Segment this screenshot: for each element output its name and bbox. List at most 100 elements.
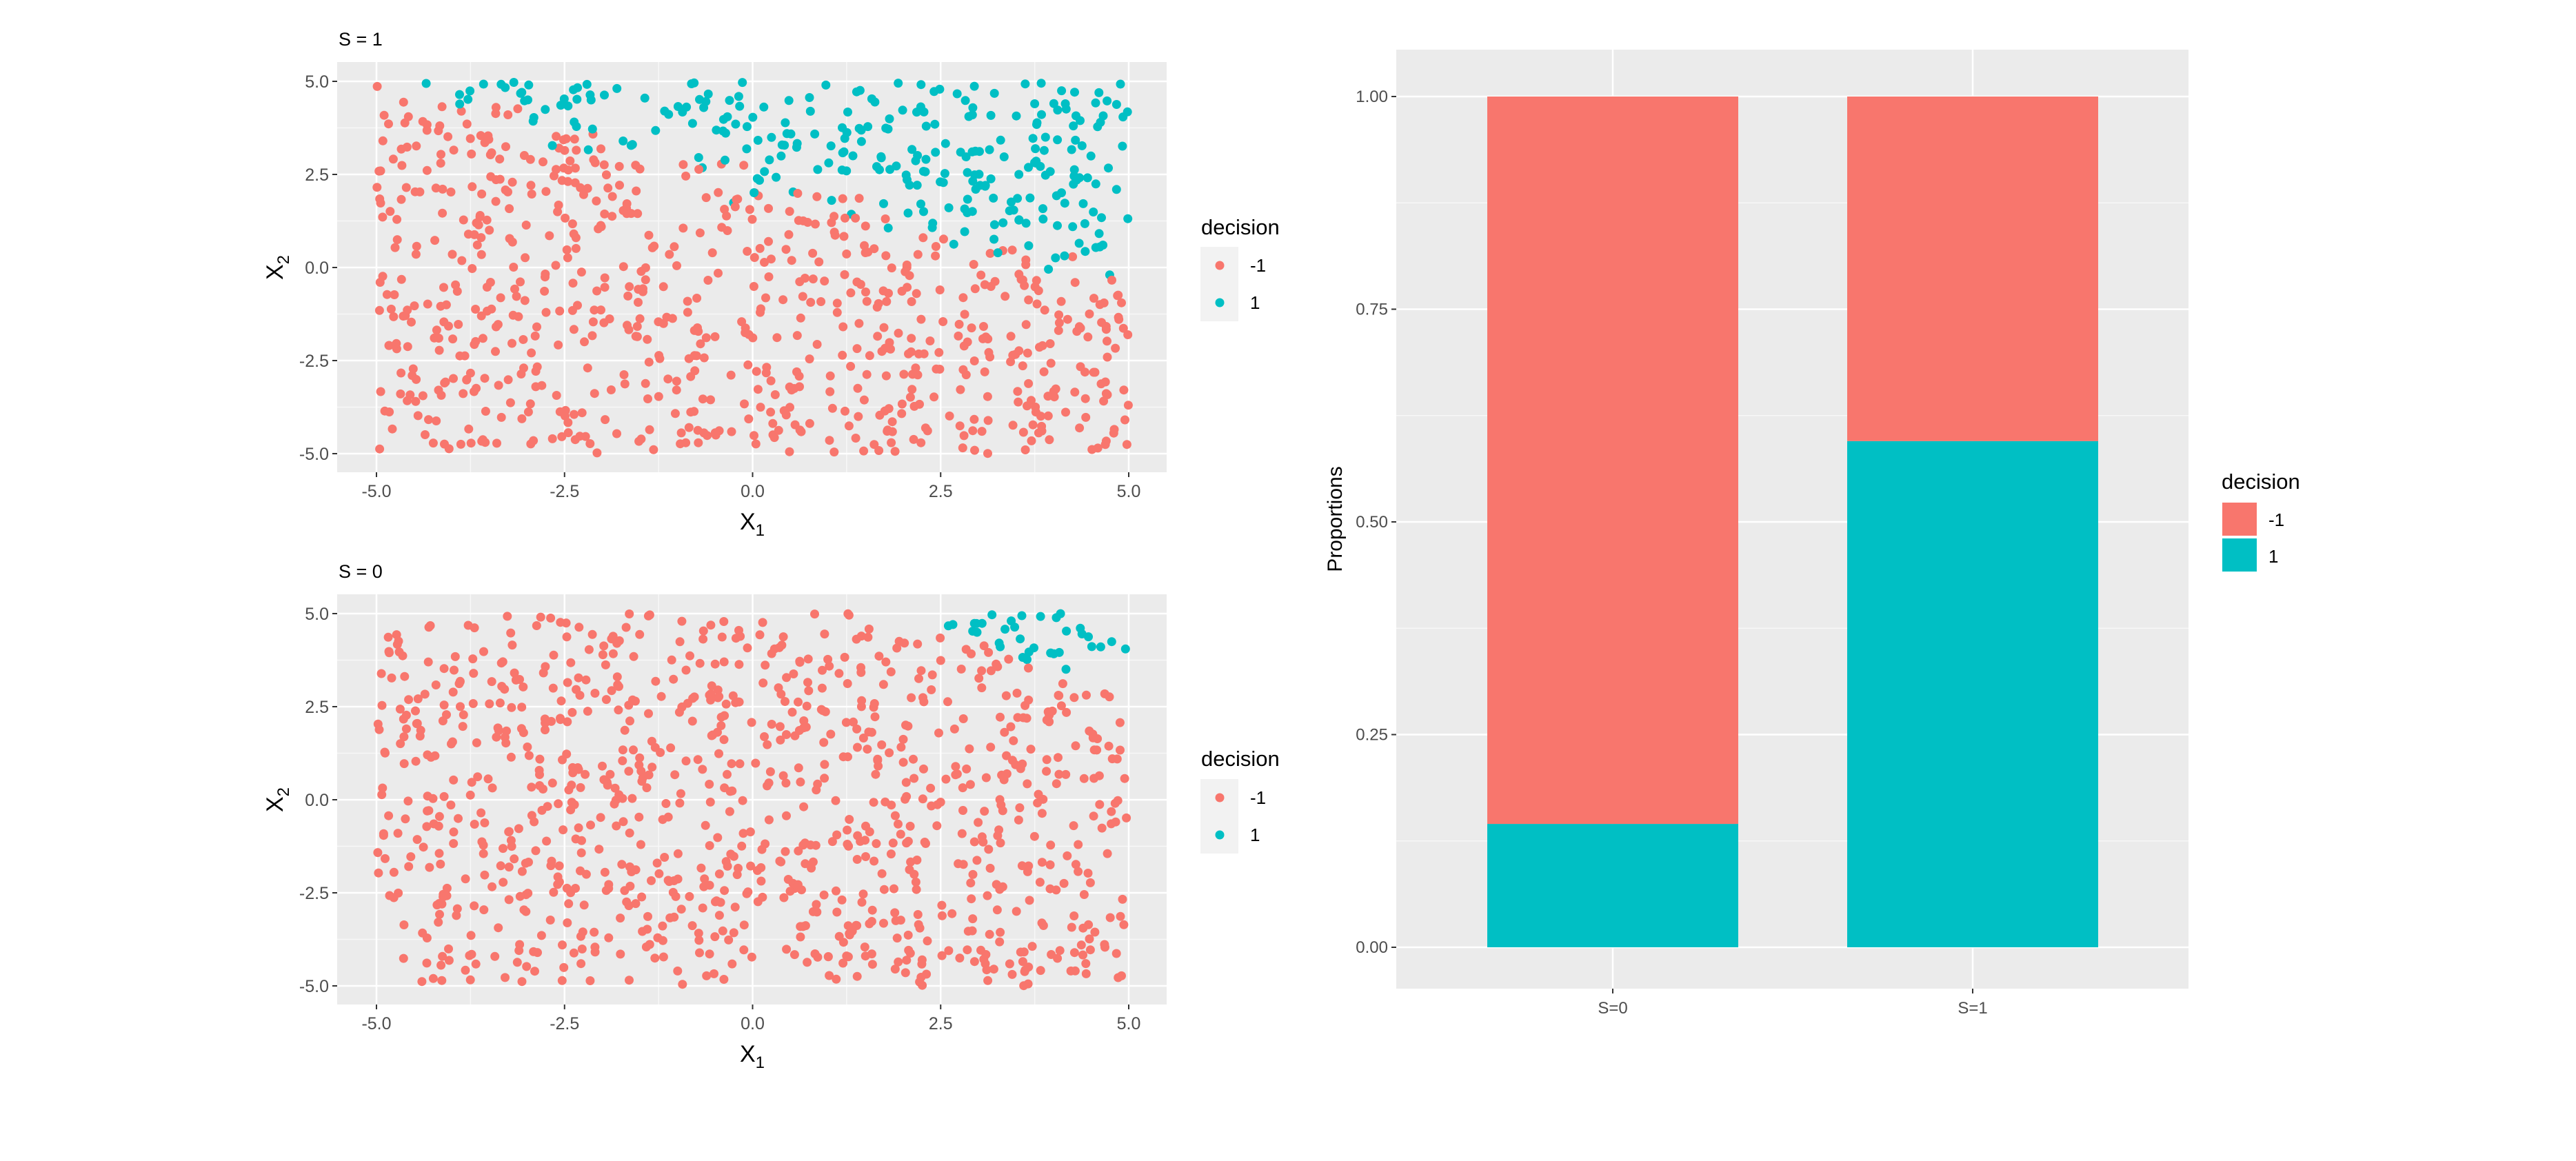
point-decision-neg1 xyxy=(958,806,967,815)
point-decision-neg1 xyxy=(378,783,388,793)
point-decision-neg1 xyxy=(436,960,446,970)
point-decision-1 xyxy=(989,234,999,244)
point-decision-neg1 xyxy=(635,314,645,323)
point-decision-neg1 xyxy=(468,654,478,664)
point-decision-neg1 xyxy=(892,933,902,943)
point-decision-neg1 xyxy=(638,927,647,936)
point-decision-neg1 xyxy=(651,676,661,686)
point-decision-neg1 xyxy=(516,277,525,287)
point-decision-neg1 xyxy=(857,898,867,907)
point-decision-neg1 xyxy=(727,959,737,969)
point-decision-neg1 xyxy=(654,392,663,401)
point-decision-neg1 xyxy=(838,322,848,332)
point-decision-neg1 xyxy=(1063,851,1072,860)
point-decision-1 xyxy=(1060,251,1069,261)
point-decision-neg1 xyxy=(465,790,475,800)
point-decision-neg1 xyxy=(512,958,522,967)
point-decision-neg1 xyxy=(479,647,488,656)
point-decision-1 xyxy=(1057,86,1067,96)
point-decision-neg1 xyxy=(374,305,384,315)
point-decision-neg1 xyxy=(466,438,476,448)
legend-key-bg-s1 xyxy=(1200,247,1238,321)
bar-S=1-decision--1 xyxy=(1847,97,2098,441)
point-decision-neg1 xyxy=(936,633,945,643)
point-decision-neg1 xyxy=(914,349,923,359)
point-decision-neg1 xyxy=(731,634,741,643)
point-decision-neg1 xyxy=(676,428,686,438)
point-decision-neg1 xyxy=(825,436,834,445)
point-decision-neg1 xyxy=(399,732,409,742)
bar-S=0-decision-1 xyxy=(1487,824,1738,947)
point-decision-neg1 xyxy=(422,958,432,968)
point-decision-neg1 xyxy=(568,279,578,288)
point-decision-1 xyxy=(912,181,922,190)
point-decision-neg1 xyxy=(514,824,523,834)
point-decision-neg1 xyxy=(519,728,528,738)
point-decision-1 xyxy=(1060,199,1069,208)
point-decision-neg1 xyxy=(1001,691,1011,700)
point-decision-1 xyxy=(627,140,637,150)
point-decision-neg1 xyxy=(431,680,441,689)
point-decision-neg1 xyxy=(522,962,532,971)
point-decision-neg1 xyxy=(914,920,923,929)
point-decision-neg1 xyxy=(871,769,881,779)
point-decision-neg1 xyxy=(1104,741,1114,751)
point-decision-1 xyxy=(1038,204,1047,214)
point-decision-1 xyxy=(582,79,592,89)
point-decision-1 xyxy=(927,223,937,232)
point-decision-neg1 xyxy=(879,885,889,894)
point-decision-neg1 xyxy=(891,916,900,925)
point-decision-neg1 xyxy=(373,719,383,729)
bar-y-tick-label: 0.50 xyxy=(1356,513,1388,532)
point-decision-neg1 xyxy=(627,794,637,803)
x-tick-label: 5.0 xyxy=(1117,1014,1141,1033)
point-decision-neg1 xyxy=(656,691,666,701)
point-decision-neg1 xyxy=(1085,309,1094,319)
point-decision-neg1 xyxy=(629,652,638,661)
point-decision-neg1 xyxy=(590,158,600,168)
point-decision-neg1 xyxy=(660,853,670,862)
point-decision-neg1 xyxy=(958,365,968,374)
point-decision-1 xyxy=(994,638,1004,648)
point-decision-1 xyxy=(1091,98,1100,108)
point-decision-neg1 xyxy=(421,430,430,439)
point-decision-neg1 xyxy=(547,856,556,866)
point-decision-neg1 xyxy=(490,951,500,961)
point-decision-neg1 xyxy=(936,656,945,665)
point-decision-neg1 xyxy=(442,883,452,893)
point-decision-neg1 xyxy=(842,249,852,259)
point-decision-neg1 xyxy=(724,935,734,945)
point-decision-neg1 xyxy=(756,876,766,886)
y-tick-label: 0.0 xyxy=(305,259,329,278)
point-decision-neg1 xyxy=(865,919,874,929)
point-decision-neg1 xyxy=(1123,330,1133,339)
point-decision-neg1 xyxy=(826,729,836,739)
x-tick-label: -2.5 xyxy=(550,482,579,501)
point-decision-neg1 xyxy=(799,802,809,811)
point-decision-1 xyxy=(776,151,786,161)
point-decision-neg1 xyxy=(902,956,912,965)
point-decision-1 xyxy=(694,153,703,162)
point-decision-neg1 xyxy=(683,296,692,306)
point-decision-neg1 xyxy=(694,936,704,945)
point-decision-neg1 xyxy=(403,342,412,352)
point-decision-1 xyxy=(725,96,734,105)
point-decision-neg1 xyxy=(1113,291,1123,301)
point-decision-neg1 xyxy=(413,411,423,421)
y-axis-title-s1: X2 xyxy=(262,255,293,280)
point-decision-neg1 xyxy=(1042,715,1051,725)
point-decision-neg1 xyxy=(389,867,399,877)
point-decision-1 xyxy=(964,112,974,121)
point-decision-neg1 xyxy=(624,901,634,911)
point-decision-neg1 xyxy=(768,418,778,428)
point-decision-neg1 xyxy=(890,908,900,918)
point-decision-neg1 xyxy=(905,821,915,831)
point-decision-neg1 xyxy=(885,748,894,758)
point-decision-neg1 xyxy=(743,247,752,256)
point-decision-neg1 xyxy=(695,658,705,668)
point-decision-neg1 xyxy=(375,444,385,454)
point-decision-neg1 xyxy=(1123,401,1133,410)
point-decision-neg1 xyxy=(504,862,514,872)
point-decision-neg1 xyxy=(843,752,852,762)
point-decision-neg1 xyxy=(547,778,557,788)
